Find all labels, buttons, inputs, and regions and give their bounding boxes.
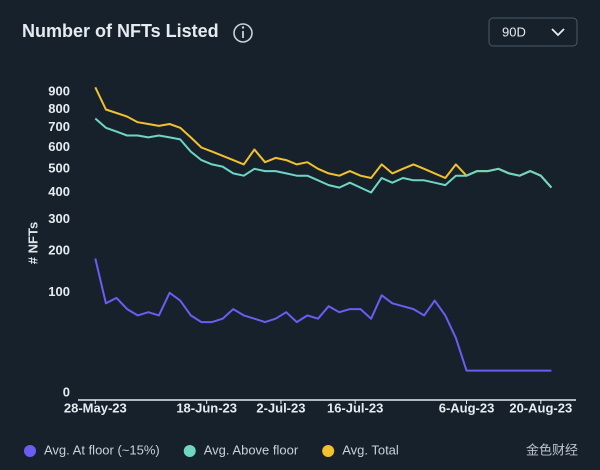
y-tick-label: 200 <box>48 243 70 258</box>
x-tick-label: 20-Aug-23 <box>509 400 572 415</box>
legend-item[interactable]: Avg. Total <box>322 442 399 457</box>
range-label: 90D <box>502 24 526 39</box>
series-line <box>94 258 552 372</box>
legend-label: Avg. Total <box>342 442 399 457</box>
y-axis-label: # NFTs <box>25 222 40 264</box>
y-tick-label: 700 <box>48 119 70 134</box>
range-dropdown[interactable]: 90D <box>488 17 578 47</box>
x-tick-label: 16-Jul-23 <box>327 400 383 415</box>
y-tick-label: 900 <box>48 84 70 99</box>
y-tick-label: 300 <box>48 211 70 226</box>
info-icon[interactable] <box>233 23 253 43</box>
x-tick-label: 18-Jun-23 <box>176 400 237 415</box>
legend-label: Avg. Above floor <box>204 442 299 457</box>
x-tick-label: 2-Jul-23 <box>256 400 305 415</box>
legend-item[interactable]: Avg. At floor (~15%) <box>24 442 160 457</box>
x-tick-label: 28-May-23 <box>64 400 127 415</box>
legend-label: Avg. At floor (~15%) <box>44 442 160 457</box>
x-tick-label: 6-Aug-23 <box>439 400 495 415</box>
legend-marker <box>322 445 335 457</box>
y-tick-label: 100 <box>48 284 70 299</box>
y-tick-label: 600 <box>48 139 70 154</box>
legend-marker <box>24 445 36 457</box>
series-line <box>94 117 553 194</box>
legend-marker <box>183 445 196 457</box>
y-tick-label: 400 <box>48 184 70 199</box>
legend-item[interactable]: Avg. Above floor <box>183 442 299 457</box>
y-tick-label: 800 <box>48 101 70 116</box>
watermark: 金色财经 <box>526 442 578 457</box>
y-tick-label: 500 <box>48 160 70 175</box>
chart-title: Number of NFTs Listed <box>22 21 219 41</box>
y-tick-label: 0 <box>63 384 70 399</box>
